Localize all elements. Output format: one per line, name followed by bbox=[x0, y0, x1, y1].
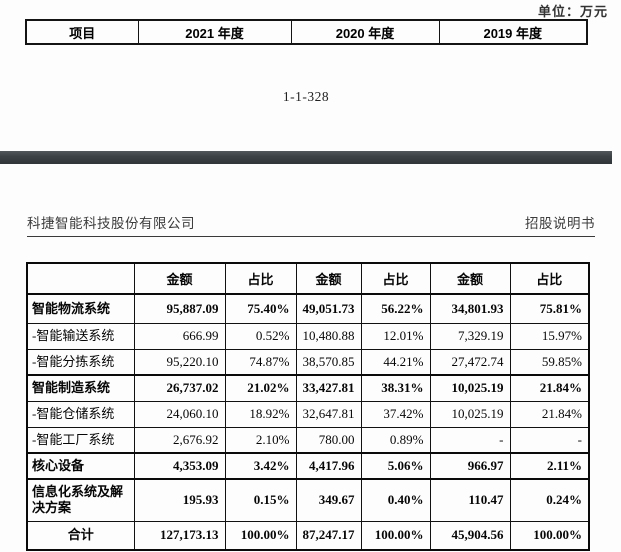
table-row: -智能工厂系统 2,676.92 2.10% 780.00 0.89% - - bbox=[26, 426, 590, 454]
pct-2020: 5.06% bbox=[360, 452, 431, 480]
amount-2020: 38,570.85 bbox=[295, 348, 362, 376]
table-row: -智能输送系统 666.99 0.52% 10,480.88 12.01% 7,329.1… bbox=[26, 322, 590, 350]
column-header-2021: 2021 年度 bbox=[137, 20, 291, 44]
pct-2019: 0.24% bbox=[509, 478, 590, 522]
amount-2019: 45,904.56 bbox=[429, 520, 511, 551]
row-label: -智能输送系统 bbox=[26, 322, 135, 350]
amount-2021: 195.93 bbox=[133, 478, 226, 522]
pct-2019: - bbox=[509, 426, 590, 454]
column-header-blank bbox=[26, 262, 135, 295]
amount-2021: 24,060.10 bbox=[133, 400, 226, 428]
column-header-pct-2020: 占比 bbox=[360, 262, 431, 295]
document-running-header: 科捷智能科技股份有限公司 招股说明书 bbox=[27, 212, 595, 237]
table-row: 智能制造系统 26,737.02 21.02% 33,427.81 38.31% 10,0… bbox=[26, 374, 590, 402]
row-label: 智能物流系统 bbox=[26, 293, 135, 324]
pct-2021: 74.87% bbox=[224, 348, 297, 376]
amount-2020: 780.00 bbox=[295, 426, 362, 454]
column-header-2019: 2019 年度 bbox=[438, 20, 587, 44]
pct-2019: 59.85% bbox=[509, 348, 590, 376]
amount-2021: 2,676.92 bbox=[133, 426, 226, 454]
amount-2020: 4,417.96 bbox=[295, 452, 362, 480]
pct-2020: 0.89% bbox=[360, 426, 431, 454]
pct-2019: 21.84% bbox=[509, 400, 590, 428]
table-row: 核心设备 4,353.09 3.42% 4,417.96 5.06% 966.97 2.11… bbox=[26, 452, 590, 480]
row-label: -智能仓储系统 bbox=[26, 400, 135, 428]
column-header-amount-2021: 金额 bbox=[133, 262, 226, 295]
amount-2020: 33,427.81 bbox=[295, 374, 362, 402]
column-header-2020: 2020 年度 bbox=[290, 20, 439, 44]
amount-2021: 95,887.09 bbox=[133, 293, 226, 324]
pct-2019: 21.84% bbox=[509, 374, 590, 402]
amount-2020: 87,247.17 bbox=[295, 520, 362, 551]
table-row: 合计 127,173.13 100.00% 87,247.17 100.00% 45,90… bbox=[26, 520, 590, 551]
pct-2021: 100.00% bbox=[224, 520, 297, 551]
pct-2020: 38.31% bbox=[360, 374, 431, 402]
document-type-label: 招股说明书 bbox=[525, 216, 595, 231]
pct-2020: 12.01% bbox=[360, 322, 431, 350]
amount-2020: 32,647.81 bbox=[295, 400, 362, 428]
page-number: 1-1-328 bbox=[282, 89, 330, 104]
pct-2020: 37.42% bbox=[360, 400, 431, 428]
pct-2020: 56.22% bbox=[360, 293, 431, 324]
table-header-row: 金额 占比 金额 占比 金额 占比 bbox=[26, 262, 590, 295]
table-row: -智能仓储系统 24,060.10 18.92% 32,647.81 37.42% 10,… bbox=[26, 400, 590, 428]
amount-2019: 110.47 bbox=[429, 478, 511, 522]
pct-2021: 3.42% bbox=[224, 452, 297, 480]
column-header-pct-2021: 占比 bbox=[224, 262, 297, 295]
pct-2021: 0.15% bbox=[224, 478, 297, 522]
column-header-amount-2019: 金额 bbox=[429, 262, 511, 295]
table-row: -智能分拣系统 95,220.10 74.87% 38,570.85 44.21% 27,… bbox=[26, 348, 590, 376]
main-table-body: 智能物流系统 95,887.09 75.40% 49,051.73 56.22% 34,8… bbox=[26, 293, 590, 551]
amount-2021: 127,173.13 bbox=[133, 520, 226, 551]
column-header-item: 项目 bbox=[69, 25, 96, 41]
row-label: 合计 bbox=[26, 520, 135, 551]
pct-2021: 0.52% bbox=[224, 322, 297, 350]
amount-2021: 666.99 bbox=[133, 322, 226, 350]
amount-2021: 95,220.10 bbox=[133, 348, 226, 376]
amount-2020: 349.67 bbox=[295, 478, 362, 522]
column-header-pct-2019: 占比 bbox=[509, 262, 590, 295]
amount-2020: 10,480.88 bbox=[295, 322, 362, 350]
row-label: -智能分拣系统 bbox=[26, 348, 135, 376]
table-header-row: 项目 2021 年度 2020 年度 2019 年度 bbox=[26, 20, 587, 44]
unit-label: 单位：万元 bbox=[537, 4, 608, 19]
table-row: 信息化系统及解决方案 195.93 0.15% 349.67 0.40% 110.47 0.… bbox=[26, 478, 590, 522]
amount-2019: 7,329.19 bbox=[429, 322, 511, 350]
pct-2019: 2.11% bbox=[509, 452, 590, 480]
amount-2019: 10,025.19 bbox=[429, 374, 511, 402]
amount-2019: 966.97 bbox=[429, 452, 511, 480]
pct-2021: 75.40% bbox=[224, 293, 297, 324]
amount-2021: 26,737.02 bbox=[133, 374, 226, 402]
row-label: -智能工厂系统 bbox=[26, 426, 135, 454]
pct-2021: 18.92% bbox=[224, 400, 297, 428]
column-header-amount-2020: 金额 bbox=[295, 262, 362, 295]
row-label: 智能制造系统 bbox=[26, 374, 135, 402]
pct-2019: 100.00% bbox=[509, 520, 590, 551]
pct-2021: 2.10% bbox=[224, 426, 297, 454]
pct-2020: 44.21% bbox=[360, 348, 431, 376]
row-label: 核心设备 bbox=[26, 452, 135, 480]
amount-2019: 10,025.19 bbox=[429, 400, 511, 428]
amount-2021: 4,353.09 bbox=[133, 452, 226, 480]
amount-2019: - bbox=[429, 426, 511, 454]
amount-2019: 27,472.74 bbox=[429, 348, 511, 376]
previous-page-table-header: 项目 2021 年度 2020 年度 2019 年度 bbox=[25, 19, 588, 45]
company-name: 科捷智能科技股份有限公司 bbox=[27, 216, 195, 231]
amount-2019: 34,801.93 bbox=[429, 293, 511, 324]
pct-2019: 75.81% bbox=[509, 293, 590, 324]
page-divider-bar bbox=[0, 151, 612, 164]
pct-2019: 15.97% bbox=[509, 322, 590, 350]
revenue-composition-table: 金额 占比 金额 占比 金额 占比 智能物流系统 95,887.09 75.40% 4… bbox=[26, 262, 590, 551]
pct-2021: 21.02% bbox=[224, 374, 297, 402]
row-label: 信息化系统及解决方案 bbox=[26, 478, 135, 522]
amount-2020: 49,051.73 bbox=[295, 293, 362, 324]
pct-2020: 100.00% bbox=[360, 520, 431, 551]
table-row: 智能物流系统 95,887.09 75.40% 49,051.73 56.22% 34,8… bbox=[26, 293, 590, 324]
pct-2020: 0.40% bbox=[360, 478, 431, 522]
